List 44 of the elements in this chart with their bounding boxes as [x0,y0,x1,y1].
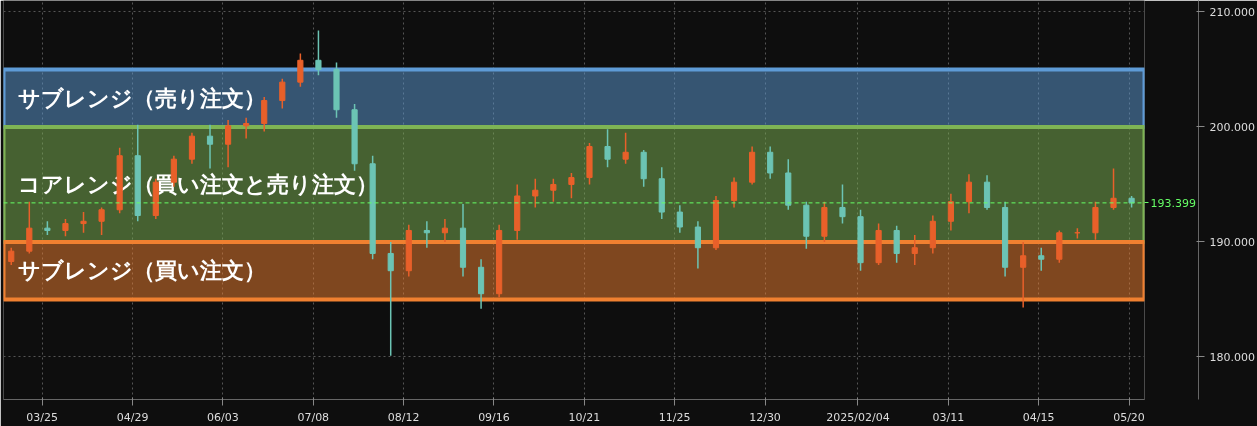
x-tick-label: 08/12 [387,410,420,424]
x-tick-label: 03/25 [26,410,59,424]
candlestick [387,241,394,357]
x-tick-label: 11/25 [658,410,691,424]
x-tick-label: 04/29 [116,410,149,424]
y-tick-label: 210.000 [1209,6,1255,19]
y-tick-label: 190.000 [1209,235,1255,249]
x-tick-label: 07/08 [297,410,330,424]
candlestick [80,211,87,234]
candlestick [333,61,340,119]
x-tick-label: 05/20 [1113,410,1145,424]
candlestick [857,209,864,272]
candlestick [622,131,629,165]
candlestick [26,200,33,255]
candlestick [351,103,358,172]
candlestick [98,206,105,236]
x-tick-label: 06/03 [207,410,239,424]
ref-line-label: 193.399 [1150,196,1196,210]
y-tick-label: 200.000 [1209,120,1255,134]
x-tick-label: 10/21 [568,410,601,424]
x-tick-label: 04/15 [1022,410,1055,424]
candlestick [640,149,647,188]
band-label: サブレンジ（売り注文） [17,85,266,111]
candlestick [369,154,376,260]
x-tick-label: 12/30 [749,410,781,424]
candlestick [1056,229,1063,264]
candlestick [297,52,304,88]
x-tick-label: 03/11 [932,410,965,424]
candlestick [568,172,575,200]
x-tick-label: 2025/02/04 [826,410,890,424]
candlestick [550,177,557,203]
candlestick [532,177,539,209]
candlestick [839,183,846,225]
candlestick [875,222,882,266]
candlestick [586,142,593,186]
x-tick-label: 09/16 [478,410,510,424]
candlestick [279,77,286,110]
candlestick [893,225,900,264]
candlestick [604,128,611,168]
candlestick [315,29,322,76]
y-tick-label: 180.000 [1209,350,1255,364]
candlestick [1092,200,1099,241]
band-label: サブレンジ（買い注文） [17,258,266,284]
candlestick [803,200,810,250]
